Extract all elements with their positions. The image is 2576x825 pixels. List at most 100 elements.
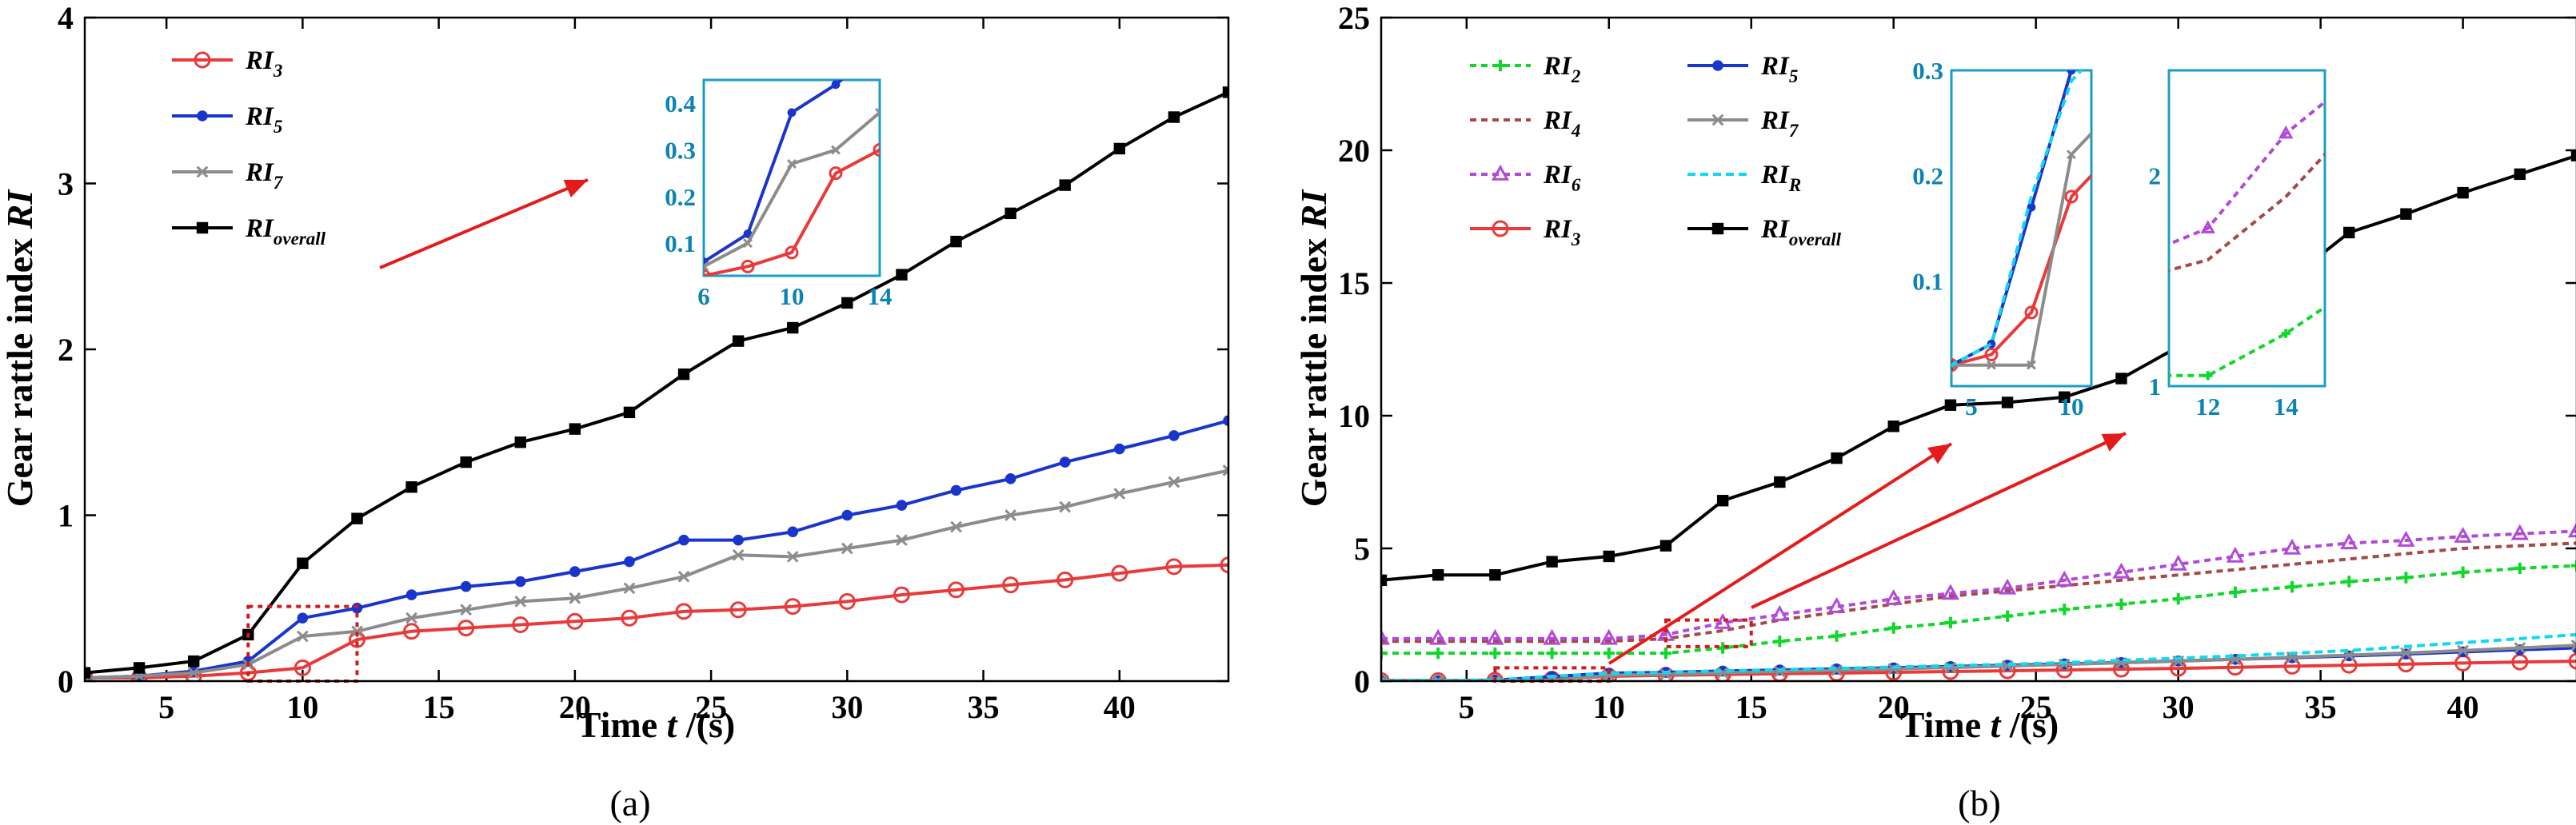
panel-a-inset-0-point-ri7-1 [656, 272, 664, 280]
panel-a-point-ri7-8 [514, 596, 527, 608]
panel-b-series-2 [1381, 523, 2576, 645]
panel-b-xtick-label-1: 10 [1593, 689, 1625, 725]
panel-a-point-rioverall-14 [841, 297, 853, 309]
panel-a-point-rioverall-7 [460, 456, 472, 468]
panel-a-xtick-label-2: 15 [423, 689, 455, 725]
panel-b-inset-1-point-ri6-6 [2278, 125, 2294, 139]
panel-b-point-rioverall-1 [1432, 569, 1444, 581]
panel-b-point-ri2-14 [2172, 592, 2184, 605]
panel-a-ytick-label-4: 4 [58, 0, 74, 36]
panel-a-point-ri5-12 [733, 534, 744, 546]
panel-a-inset-0-point-ri5-5 [831, 80, 841, 90]
panel-b-inset-1-point-ri2-0 [1814, 371, 1823, 380]
panel-a-point-ri3-4 [294, 659, 311, 676]
panel-a-legend-label-ri5: RI5 [245, 102, 282, 137]
panel-b-inset-0-point-ri5-5 [2107, 35, 2115, 43]
panel-a-inset-0-point-ri3-10 [1050, 107, 1061, 118]
panel-b-point-ri6-14 [2169, 554, 2187, 571]
panel-b-ytick-label-2: 10 [1338, 398, 1370, 434]
panel-a-point-ri7-10 [623, 582, 636, 595]
panel-b-legend-label-ri6: RI6 [1543, 161, 1581, 195]
panel-b-plot-frame [1380, 16, 2576, 683]
panel-a-inset-0-ytick-2: 0.3 [665, 137, 696, 165]
panel-a-point-rioverall-4 [297, 557, 309, 569]
panel-a-inset-0-point-ri3-5 [829, 166, 843, 181]
panel-a-legend-marker-ri3 [194, 51, 211, 69]
panel-b-point-rioverall-21 [2570, 149, 2576, 161]
panel-b-ytick-label-3: 15 [1338, 265, 1370, 301]
panel-a-inset-0-point-ri5-1 [656, 272, 664, 280]
panel-a-point-ri3-9 [566, 612, 584, 630]
panel-a-point-ri5-5 [351, 602, 363, 614]
panel-b-point-ri7-20 [2514, 642, 2526, 654]
panel-b-point-ri6-0 [1381, 628, 1391, 645]
panel-a-inset-0-point-ri3-0 [610, 275, 621, 286]
panel-b-point-ri2-8 [1831, 630, 1843, 642]
panel-a-point-ri3-10 [621, 609, 638, 627]
panel-a-inset-0-point-ri5-8 [964, 6, 972, 14]
panel-b-point-ri6-19 [2454, 526, 2472, 543]
panel-b-point-ri7-21 [2570, 639, 2576, 652]
panel-a-point-rioverall-9 [569, 423, 581, 435]
panel-a-arrow-line-0 [379, 178, 589, 269]
panel-a-inset-0-line-ri5 [704, 80, 844, 264]
panel-b-point-ri6-20 [2510, 524, 2529, 540]
panel-a-point-ri7-11 [677, 570, 690, 583]
panel-b-arrow-head-1 [2101, 433, 2126, 452]
panel-a-xtick-label-7: 40 [1104, 689, 1136, 725]
panel-b-legend-marker-ri7 [1711, 114, 1724, 126]
panel-b-inset-0-xtick-1: 10 [2059, 393, 2084, 420]
panel-b-inset-1-xtick-0: 12 [2195, 393, 2220, 420]
panel-b-inset-0-point-ri3-0 [1906, 360, 1917, 371]
panel-b-point-ri7-8 [1831, 664, 1843, 676]
panel-a-ytick-label-3: 3 [58, 166, 74, 202]
panel-a-point-rioverall-16 [950, 235, 962, 248]
panel-b-point-ri2-2 [1489, 647, 1501, 660]
panel-a-inset-0-point-ri7-2 [704, 261, 709, 272]
panel-b-xtick-label-0: 5 [1459, 689, 1475, 725]
panel-b-point-ri2-18 [2400, 572, 2412, 584]
panel-a-inset-0-point-ri3-6 [873, 143, 880, 157]
panel-b-inset-0-point-ri3-5 [2106, 149, 2117, 160]
panel-a-inset-0-point-ri3-13 [1182, 74, 1193, 86]
panel-b-xtick-label-5: 30 [2163, 689, 2195, 725]
panel-b-series-3 [1381, 652, 2576, 681]
panel-b-inset-1-series-2 [2169, 65, 2369, 246]
panel-b-point-ri6-13 [2112, 562, 2131, 579]
panel-b-point-ri7-19 [2457, 644, 2469, 657]
panel-b-line-rir [1381, 632, 2576, 681]
panel-b-line-ri2 [1381, 564, 2576, 656]
panel-a-point-rioverall-0 [85, 667, 91, 679]
panel-b-inset-0-ytick-2: 0.3 [1912, 57, 1943, 85]
panel-a-ylabel: Gear rattle index RI [0, 189, 40, 508]
panel-a-point-ri7-2 [187, 667, 200, 679]
panel-b-point-ri6-11 [1998, 578, 2017, 595]
panel-b-inset-1-xtick-1: 14 [2274, 393, 2298, 420]
panel-b-inset-0-line-ri7 [1951, 131, 2091, 367]
panel-a-xlabel: Time t /(s) [577, 704, 735, 745]
panel-a-point-ri7-21 [1222, 464, 1228, 476]
panel-b-xtick-label-3: 20 [1878, 689, 1910, 725]
panel-a-line-ri3 [85, 563, 1228, 680]
panel-a-point-ri5-9 [569, 566, 581, 577]
panel-b-point-ri6-8 [1827, 596, 1846, 613]
panel-a-point-ri7-15 [896, 534, 908, 546]
panel-a-point-ri3-15 [893, 586, 910, 604]
panel-a-inset-0-line-ri3 [704, 148, 880, 276]
panel-a-point-ri7-20 [1168, 476, 1180, 488]
panel-a-point-ri5-19 [1114, 443, 1125, 455]
panel-b-point-ri2-5 [1659, 647, 1672, 660]
panel-b-arrow-1 [1751, 432, 2127, 609]
panel-b-point-ri2-10 [1944, 616, 1957, 629]
panel-b-point-ri2-17 [2343, 576, 2355, 588]
panel-b-point-ri6-7 [1771, 604, 1789, 621]
panel-a-point-ri7-13 [786, 551, 799, 563]
panel-a-legend-item-ri3: RI3 [172, 46, 282, 81]
panel-a-point-ri7-4 [297, 630, 309, 643]
panel-b-arrow-line-1 [1751, 432, 2127, 609]
panel-b-subcaption: (b) [1958, 783, 2001, 823]
panel-b-inset-1-point-ri6-7 [2358, 65, 2369, 74]
panel-a-legend: RI3 RI5 RI7 RIoverall [172, 46, 326, 249]
